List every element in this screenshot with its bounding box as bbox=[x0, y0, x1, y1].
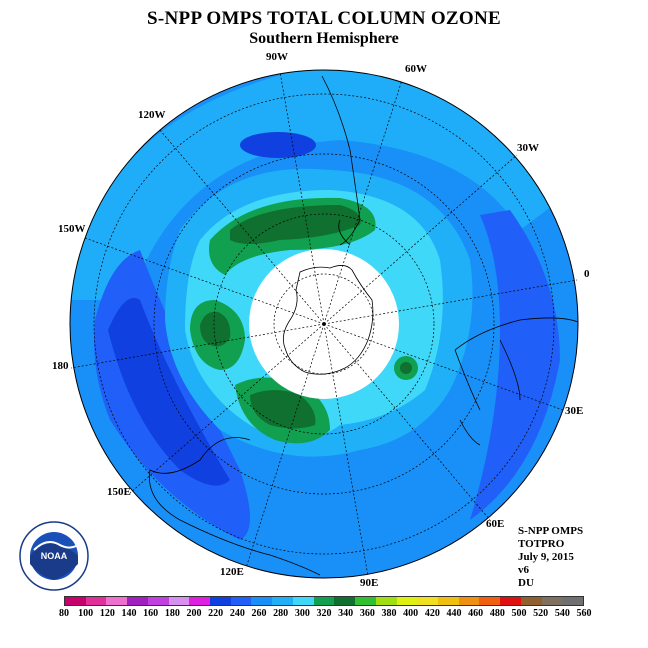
ozone-lobe-220 bbox=[108, 298, 230, 486]
colorbar-ticks: 80 100 120 140 160 180 200 220 240 260 280 300 320 34… bbox=[55, 608, 595, 622]
colorbar-tick-label: 460 bbox=[468, 608, 484, 619]
colorbar-swatch bbox=[272, 597, 293, 605]
colorbar-tick-label: 300 bbox=[294, 608, 310, 619]
lon-label-0: 0 bbox=[584, 268, 590, 280]
colorbar bbox=[64, 596, 584, 606]
colorbar-tick-label: 100 bbox=[78, 608, 94, 619]
ozone-band-280-north bbox=[70, 70, 560, 300]
lon-label-90w: 90W bbox=[266, 51, 288, 63]
lon-label-150e: 150E bbox=[107, 486, 131, 498]
colorbar-swatch bbox=[127, 597, 148, 605]
colorbar-tick-label: 200 bbox=[186, 608, 202, 619]
colorbar-swatch bbox=[562, 597, 583, 605]
info-algorithm: TOTPRO bbox=[518, 538, 565, 550]
colorbar-swatch bbox=[520, 597, 542, 605]
lon-label-120w: 120W bbox=[138, 109, 166, 121]
product-info: S-NPP OMPS TOTPRO July 9, 2015 v6 DU bbox=[518, 525, 583, 590]
africa-coastline bbox=[454, 317, 579, 411]
colorbar-tick-label: 120 bbox=[99, 608, 115, 619]
colorbar-swatch bbox=[313, 597, 335, 605]
noaa-logo: NOAA bbox=[19, 521, 89, 591]
info-version: v6 bbox=[518, 564, 529, 576]
lon-label-150w: 150W bbox=[58, 223, 86, 235]
colorbar-tick-label: 380 bbox=[381, 608, 397, 619]
map-title: S-NPP OMPS TOTAL COLUMN OZONE bbox=[147, 8, 501, 29]
ozone-spot-220 bbox=[240, 132, 316, 158]
lon-label-60e: 60E bbox=[486, 518, 505, 530]
colorbar-tick-label: 520 bbox=[533, 608, 549, 619]
colorbar-swatch bbox=[479, 597, 501, 605]
colorbar-tick-label: 220 bbox=[208, 608, 224, 619]
colorbar-swatch bbox=[292, 597, 314, 605]
lon-label-90e: 90E bbox=[360, 577, 379, 589]
ozone-band-240-east bbox=[470, 210, 560, 520]
lon-label-180: 180 bbox=[52, 360, 69, 372]
map-border bbox=[69, 69, 579, 579]
colorbar-tick-label: 160 bbox=[143, 608, 159, 619]
colorbar-swatch bbox=[437, 597, 459, 605]
colorbar-swatch bbox=[355, 597, 376, 605]
colorbar-swatch bbox=[230, 597, 252, 605]
south-america-coastline bbox=[321, 75, 361, 246]
ozone-patch-300-east bbox=[400, 265, 423, 306]
colorbar-swatch bbox=[85, 597, 107, 605]
noaa-logo-text: NOAA bbox=[41, 551, 68, 561]
colorbar-tick-label: 360 bbox=[359, 608, 375, 619]
colorbar-tick-label: 540 bbox=[554, 608, 570, 619]
colorbar-tick-label: 140 bbox=[121, 608, 137, 619]
ozone-spot-340 bbox=[400, 362, 412, 374]
info-date: July 9, 2015 bbox=[518, 551, 574, 563]
ozone-core-340-north bbox=[230, 205, 361, 244]
colorbar-swatch bbox=[251, 597, 273, 605]
colorbar-swatch bbox=[106, 597, 128, 605]
ozone-core-340-south bbox=[250, 390, 316, 429]
colorbar-tick-label: 420 bbox=[424, 608, 440, 619]
colorbar-tick-label: 320 bbox=[316, 608, 332, 619]
colorbar-swatch bbox=[396, 597, 418, 605]
colorbar-tick-label: 180 bbox=[164, 608, 180, 619]
colorbar-tick-label: 280 bbox=[273, 608, 289, 619]
colorbar-swatch bbox=[334, 597, 356, 605]
colorbar-swatch bbox=[210, 597, 231, 605]
graticule bbox=[70, 71, 578, 577]
colorbar-swatch bbox=[458, 597, 480, 605]
colorbar-swatch bbox=[168, 597, 190, 605]
colorbar-tick-label: 560 bbox=[576, 608, 592, 619]
colorbar-swatch bbox=[541, 597, 563, 605]
colorbar-tick-label: 500 bbox=[511, 608, 527, 619]
colorbar-swatch bbox=[189, 597, 211, 605]
colorbar-tick-label: 440 bbox=[446, 608, 462, 619]
colorbar-tick-label: 480 bbox=[489, 608, 505, 619]
colorbar-swatch bbox=[375, 597, 397, 605]
info-satellite: S-NPP OMPS bbox=[518, 525, 584, 537]
australia-coastline bbox=[148, 437, 321, 576]
lon-label-60w: 60W bbox=[405, 63, 427, 75]
map-subtitle: Southern Hemisphere bbox=[249, 30, 399, 47]
colorbar-tick-label: 240 bbox=[229, 608, 245, 619]
colorbar-swatch bbox=[65, 597, 86, 605]
lon-label-30e: 30E bbox=[565, 405, 584, 417]
south-pole-marker bbox=[322, 322, 326, 326]
lon-label-30w: 30W bbox=[517, 142, 539, 154]
colorbar-tick-label: 260 bbox=[251, 608, 267, 619]
madagascar-coastline bbox=[459, 419, 481, 446]
info-units: DU bbox=[518, 577, 534, 589]
colorbar-swatch bbox=[147, 597, 169, 605]
colorbar-swatch bbox=[417, 597, 438, 605]
colorbar-tick-label: 340 bbox=[338, 608, 354, 619]
antarctica-coastline bbox=[282, 265, 374, 375]
colorbar-tick-label: 400 bbox=[403, 608, 419, 619]
colorbar-tick-label: 80 bbox=[59, 608, 69, 619]
ozone-field bbox=[70, 70, 578, 578]
ozone-core-340-west bbox=[200, 311, 231, 347]
colorbar-swatch bbox=[500, 597, 521, 605]
lon-label-120e: 120E bbox=[220, 566, 244, 578]
